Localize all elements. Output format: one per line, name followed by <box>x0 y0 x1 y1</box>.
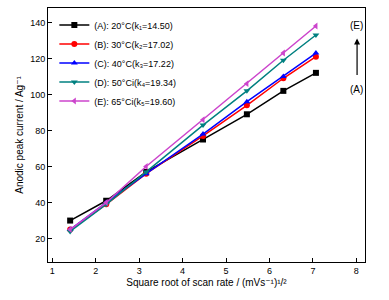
svg-text:7: 7 <box>310 266 315 276</box>
svg-text:20: 20 <box>35 234 45 244</box>
svg-text:5: 5 <box>224 266 229 276</box>
svg-text:60: 60 <box>35 162 45 172</box>
svg-text:Square root of scan rate / (mV: Square root of scan rate / (mVs⁻¹)¹/² <box>126 277 287 288</box>
svg-text:3: 3 <box>137 266 142 276</box>
svg-text:(E): 65°Ci(k₅=19.60): (E): 65°Ci(k₅=19.60) <box>94 97 175 107</box>
svg-text:2: 2 <box>93 266 98 276</box>
svg-text:40: 40 <box>35 198 45 208</box>
svg-text:80: 80 <box>35 126 45 136</box>
svg-text:(B): 30°C(k₂=17.02): (B): 30°C(k₂=17.02) <box>94 40 173 50</box>
svg-text:100: 100 <box>30 90 45 100</box>
svg-text:6: 6 <box>267 266 272 276</box>
svg-text:120: 120 <box>30 54 45 64</box>
svg-text:Anodic peak current / Ag⁻¹: Anodic peak current / Ag⁻¹ <box>14 76 25 194</box>
svg-text:(A): (A) <box>350 84 363 95</box>
svg-text:(C): 40°C(k₃=17.22): (C): 40°C(k₃=17.22) <box>94 59 174 69</box>
svg-text:4: 4 <box>180 266 185 276</box>
svg-text:(D): 50°Ci(k₄=19.34): (D): 50°Ci(k₄=19.34) <box>94 78 176 88</box>
svg-text:8: 8 <box>354 266 359 276</box>
svg-text:140: 140 <box>30 18 45 28</box>
svg-text:(E): (E) <box>350 20 363 31</box>
svg-text:(A): 20°C(k₁=14.50): (A): 20°C(k₁=14.50) <box>94 21 172 31</box>
svg-text:1: 1 <box>50 266 55 276</box>
